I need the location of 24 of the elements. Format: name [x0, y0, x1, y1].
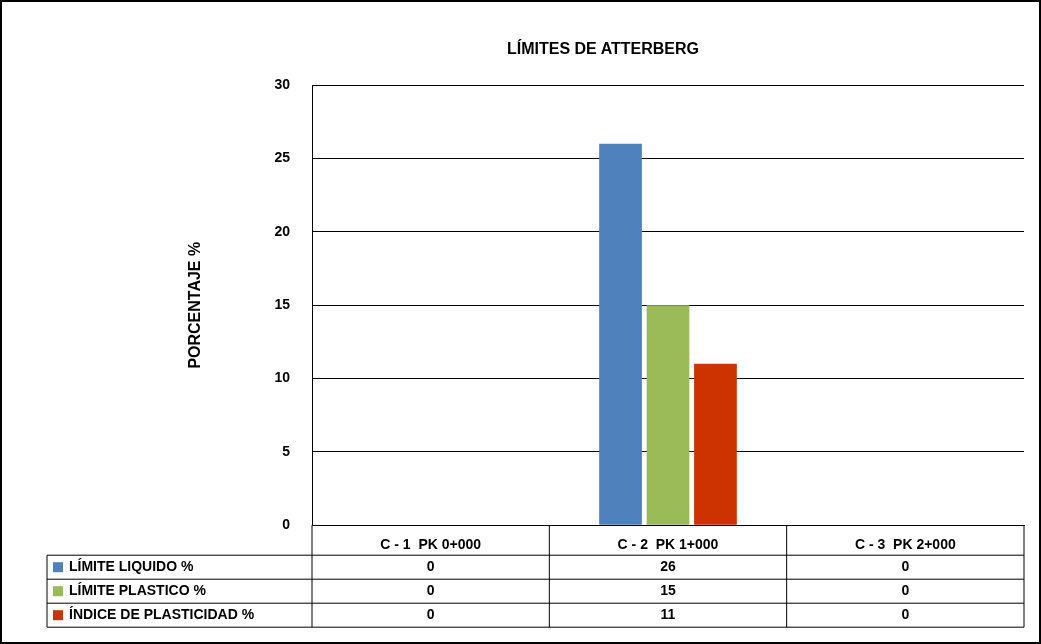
data-label: 0: [901, 558, 910, 575]
data-label: 0: [901, 606, 910, 623]
x-tick-label: C - 2 PK 1+000: [617, 536, 719, 553]
data-label: 11: [660, 606, 676, 623]
y-tick-label: 5: [282, 442, 291, 459]
y-tick-label: 20: [274, 222, 291, 239]
data-label: 15: [660, 582, 676, 599]
data-label: 26: [660, 558, 676, 575]
y-tick-label: 10: [274, 369, 291, 386]
legend-label: ÍNDICE DE PLASTICIDAD %: [69, 606, 255, 623]
x-tick-label: C - 1 PK 0+000: [380, 536, 482, 553]
y-tick-label: 0: [282, 516, 291, 533]
y-axis-title: PORCENTAJE %: [186, 241, 204, 369]
data-label: 0: [901, 582, 910, 599]
data-label: 0: [426, 558, 435, 575]
x-tick-label: C - 3 PK 2+000: [854, 536, 956, 553]
y-tick-label: 25: [274, 149, 291, 166]
y-tick-label: 30: [274, 76, 291, 93]
chart-title: LÍMITES DE ATTERBERG: [507, 39, 699, 58]
data-label: 0: [426, 582, 435, 599]
data-label: 0: [426, 606, 435, 623]
legend-label: LÍMITE PLASTICO %: [69, 582, 207, 599]
y-tick-label: 15: [274, 296, 291, 313]
legend-label: LÍMITE LIQUIDO %: [69, 558, 194, 575]
